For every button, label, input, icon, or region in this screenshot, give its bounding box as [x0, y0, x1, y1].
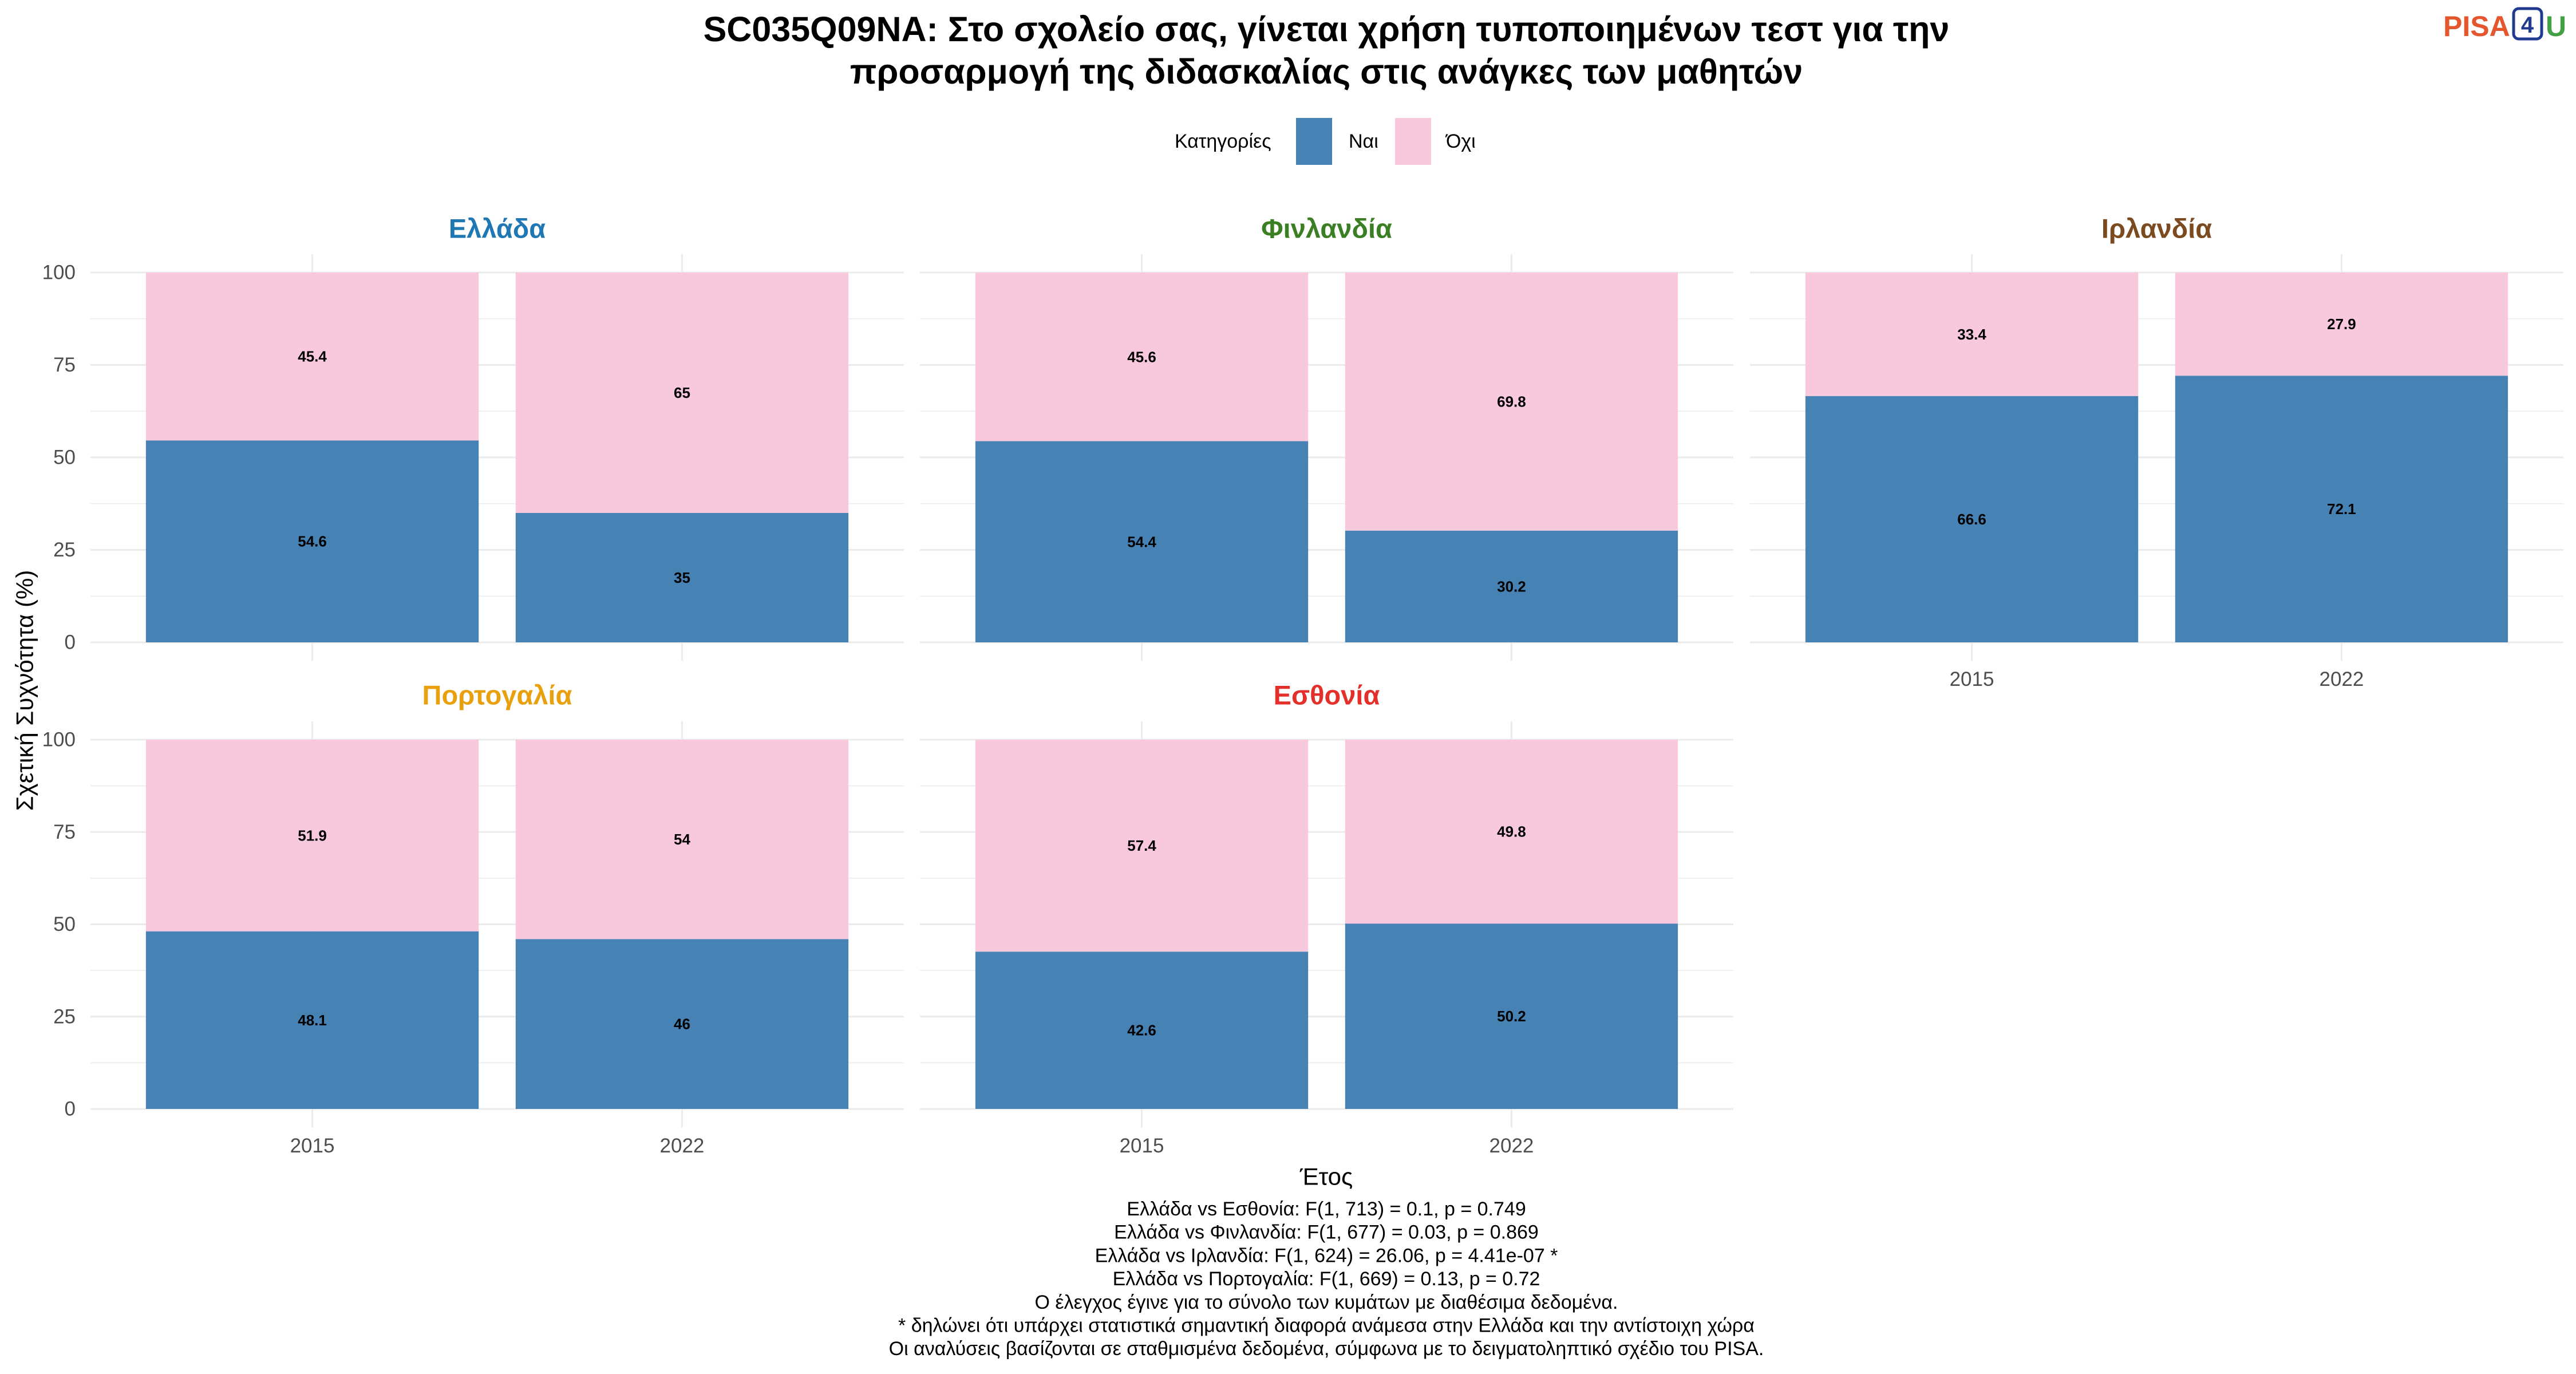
panel-5-value-label-2022-series-1: 50.2 — [1497, 1008, 1526, 1025]
caption-line-7: Οι αναλύσεις βασίζονται σε σταθμισμένα δ… — [889, 1338, 1764, 1360]
panel-1-y-tick-label-25: 25 — [53, 539, 76, 561]
panel-3-strip-title: Ιρλανδία — [2101, 214, 2212, 244]
panel-2-bar-2015-series-2 — [975, 273, 1309, 441]
legend-swatch-no — [1395, 118, 1431, 165]
panel-1-y-tick-label-75: 75 — [53, 354, 76, 376]
panel-3-bar-2022-series-1 — [2175, 376, 2508, 642]
panel-3-value-label-2022-series-2: 27.9 — [2327, 315, 2356, 333]
logo-number-box — [2512, 7, 2543, 41]
panel-1-bar-2022-series-1 — [515, 512, 849, 642]
panel-3-x-tick-label-2022: 2022 — [2320, 668, 2364, 690]
panel-5-bar-2015-series-2 — [975, 740, 1309, 952]
panel-3-x-tick-label-2015: 2015 — [1950, 668, 1994, 690]
panel-1-y-tick-label-100: 100 — [42, 262, 76, 284]
panel-2-bar-2022-series-1 — [1345, 530, 1678, 642]
caption-line-6: * δηλώνει ότι υπάρχει στατιστικά σημαντι… — [898, 1315, 1755, 1337]
panel-4-bar-2022-series-2 — [515, 740, 849, 939]
panel-4-y-tick-label-75: 75 — [53, 821, 76, 843]
chart-title: SC035Q09NA: Στο σχολείο σας, γίνεται χρή… — [704, 10, 1950, 91]
panel-4: Πορτογαλία 48.1 51.9 46 54 0 25 50 75 100 2015 2022 — [42, 680, 904, 1157]
panel-2-bar-2022-series-2 — [1345, 273, 1678, 531]
panel-4-y-tick-label-25: 25 — [53, 1005, 76, 1028]
panel-5-value-label-2022-series-2: 49.8 — [1497, 823, 1526, 840]
panel-1-value-label-2015-series-1: 54.6 — [298, 533, 327, 550]
panel-5-x-tick-label-2022: 2022 — [1490, 1135, 1534, 1157]
logo-text-u: U — [2546, 10, 2566, 42]
caption-line-3: Ελλάδα vs Ιρλανδία: F(1, 624) = 26.06, p… — [1095, 1245, 1558, 1266]
panel-2-value-label-2022-series-1: 30.2 — [1497, 578, 1526, 595]
panel-2-strip-title: Φινλανδία — [1261, 214, 1392, 244]
panel-5-bar-2015-series-1 — [975, 951, 1309, 1109]
panel-1-y-tick-label-0: 0 — [65, 631, 76, 654]
panel-1: Ελλάδα 54.6 45.4 35 65 0 25 50 75 100 — [42, 214, 904, 661]
panel-4-y-tick-label-50: 50 — [53, 913, 76, 935]
logo-text-4: 4 — [2521, 13, 2534, 38]
chart-title-line-1: SC035Q09NA: Στο σχολείο σας, γίνεται χρή… — [704, 10, 1950, 49]
pisa4u-logo: PISA 4 U — [2443, 7, 2566, 42]
panel-2: Φινλανδία 54.4 45.6 30.2 69.8 — [920, 214, 1733, 661]
panel-4-strip-title: Πορτογαλία — [422, 680, 572, 710]
caption-line-4: Ελλάδα vs Πορτογαλία: F(1, 669) = 0.13, … — [1113, 1268, 1540, 1290]
panel-3-bar-2015-series-2 — [1805, 273, 2139, 396]
panel-1-strip-title: Ελλάδα — [449, 214, 546, 244]
panel-5-x-tick-label-2015: 2015 — [1120, 1135, 1164, 1157]
caption-line-5: Ο έλεγχος έγινε για το σύνολο των κυμάτω… — [1035, 1292, 1618, 1313]
panel-3-bar-2022-series-2 — [2175, 273, 2508, 376]
panel-5: Εσθονία 42.6 57.4 50.2 49.8 2015 2022 — [920, 680, 1733, 1157]
chart-title-line-2: προσαρμογή της διδασκαλίας στις ανάγκες … — [850, 52, 1803, 91]
panel-4-y-tick-label-0: 0 — [65, 1098, 76, 1120]
panel-4-value-label-2015-series-2: 51.9 — [298, 827, 327, 844]
panel-2-value-label-2022-series-2: 69.8 — [1497, 393, 1526, 410]
panel-4-y-tick-label-100: 100 — [42, 729, 76, 751]
legend: Κατηγορίες Ναι Όχι — [1175, 118, 1476, 165]
panel-5-value-label-2015-series-2: 57.4 — [1127, 837, 1156, 854]
legend-label-yes: Ναι — [1349, 131, 1378, 152]
legend-label-no: Όχι — [1445, 131, 1476, 152]
panel-5-bar-2022-series-2 — [1345, 740, 1678, 924]
panel-4-x-tick-label-2022: 2022 — [660, 1135, 705, 1157]
panel-4-bar-2015-series-1 — [145, 931, 479, 1109]
panel-3-value-label-2022-series-1: 72.1 — [2327, 500, 2356, 518]
panel-1-bar-2022-series-2 — [515, 273, 849, 513]
panel-1-bar-2015-series-1 — [145, 440, 479, 642]
panel-5-bar-2022-series-1 — [1345, 923, 1678, 1109]
panel-3-value-label-2015-series-2: 33.4 — [1957, 326, 1986, 343]
panel-3: Ιρλανδία 66.6 33.4 72.1 27.9 2015 2022 — [1750, 214, 2563, 690]
panel-1-bar-2015-series-2 — [145, 273, 479, 441]
legend-title: Κατηγορίες — [1175, 131, 1271, 152]
panel-4-bar-2022-series-1 — [515, 939, 849, 1109]
panel-5-value-label-2015-series-1: 42.6 — [1127, 1022, 1156, 1039]
panel-4-value-label-2015-series-1: 48.1 — [298, 1012, 327, 1029]
panel-2-value-label-2015-series-2: 45.6 — [1127, 348, 1156, 365]
facet-panels: Ελλάδα 54.6 45.4 35 65 0 25 50 75 100 Φινλανδία 54.… — [42, 214, 2563, 1157]
panel-4-x-tick-label-2015: 2015 — [290, 1135, 335, 1157]
logo-text-pisa: PISA — [2443, 10, 2510, 42]
panel-2-bar-2015-series-1 — [975, 441, 1309, 642]
panel-5-strip-title: Εσθονία — [1274, 680, 1380, 710]
panel-1-y-tick-label-50: 50 — [53, 447, 76, 469]
caption-line-1: Ελλάδα vs Εσθονία: F(1, 713) = 0.1, p = … — [1127, 1198, 1526, 1220]
x-axis-title: Έτος — [1299, 1163, 1353, 1190]
panel-3-bar-2015-series-1 — [1805, 396, 2139, 642]
y-axis-title: Σχετική Συχνότητα (%) — [11, 570, 38, 811]
panel-1-value-label-2022-series-1: 35 — [674, 569, 690, 586]
panel-1-value-label-2015-series-2: 45.4 — [298, 348, 327, 365]
panel-1-value-label-2022-series-2: 65 — [674, 384, 690, 401]
panel-3-value-label-2015-series-1: 66.6 — [1957, 511, 1986, 528]
chart-caption: Ελλάδα vs Εσθονία: F(1, 713) = 0.1, p = … — [889, 1198, 1764, 1360]
panel-2-value-label-2015-series-1: 54.4 — [1127, 533, 1156, 550]
panel-4-value-label-2022-series-2: 54 — [674, 831, 690, 848]
legend-swatch-yes — [1296, 118, 1332, 165]
caption-line-2: Ελλάδα vs Φινλανδία: F(1, 677) = 0.03, p… — [1114, 1222, 1539, 1243]
panel-4-bar-2015-series-2 — [145, 740, 479, 931]
panel-4-value-label-2022-series-1: 46 — [674, 1016, 690, 1033]
